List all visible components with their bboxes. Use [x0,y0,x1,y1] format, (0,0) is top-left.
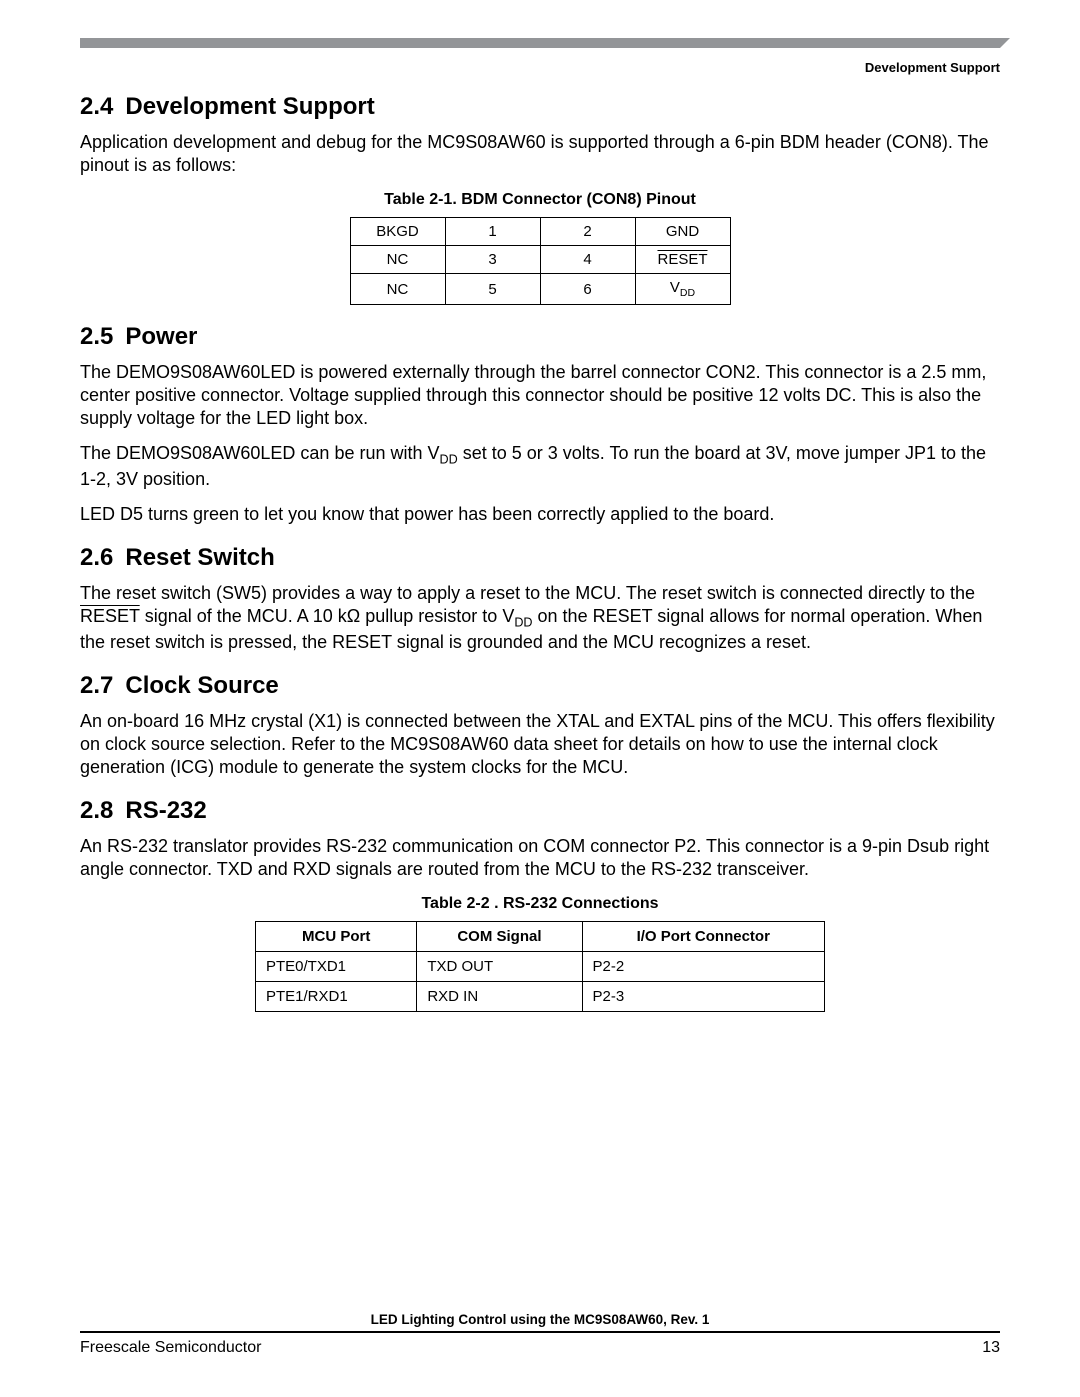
heading-number: 2.4 [80,93,113,120]
paragraph: The DEMO9S08AW60LED is powered externall… [80,361,1000,430]
footer-rule [80,1331,1000,1333]
table-2-2-caption: Table 2-2 . RS-232 Connections [80,895,1000,913]
heading-title: Development Support [125,93,374,120]
heading-title: Reset Switch [125,544,274,571]
heading-number: 2.5 [80,323,113,350]
heading-2-7: 2.7 Clock Source [80,672,1000,700]
table-2-1-caption: Table 2-1. BDM Connector (CON8) Pinout [80,191,1000,209]
table-header-row: MCU Port COM Signal I/O Port Connector [256,921,825,951]
paragraph: The reset switch (SW5) provides a way to… [80,582,1000,654]
heading-number: 2.7 [80,672,113,699]
table-row: BKGD 1 2 GND [350,218,730,246]
heading-title: Power [125,323,197,350]
heading-2-8: 2.8 RS-232 [80,797,1000,825]
page-number: 13 [982,1339,1000,1357]
heading-2-6: 2.6 Reset Switch [80,544,1000,572]
page-footer: LED Lighting Control using the MC9S08AW6… [80,1312,1000,1357]
paragraph: An on-board 16 MHz crystal (X1) is conne… [80,710,1000,779]
paragraph: Application development and debug for th… [80,131,1000,177]
heading-title: Clock Source [125,672,278,699]
table-row: PTE0/TXD1 TXD OUT P2-2 [256,951,825,981]
table-row: PTE1/RXD1 RXD IN P2-3 [256,981,825,1011]
heading-2-4: 2.4 Development Support [80,93,1000,121]
heading-title: RS-232 [125,797,206,824]
table-2-1: BKGD 1 2 GND NC 3 4 RESET NC 5 6 VDD [350,217,731,305]
table-2-2: MCU Port COM Signal I/O Port Connector P… [255,921,825,1012]
paragraph: LED D5 turns green to let you know that … [80,503,1000,526]
top-accent-bar [80,38,1000,48]
heading-2-5: 2.5 Power [80,323,1000,351]
heading-number: 2.6 [80,544,113,571]
heading-number: 2.8 [80,797,113,824]
paragraph: An RS-232 translator provides RS-232 com… [80,835,1000,881]
footer-left: Freescale Semiconductor [80,1339,261,1357]
table-row: NC 3 4 RESET [350,246,730,274]
paragraph: The DEMO9S08AW60LED can be run with VDD … [80,442,1000,491]
table-row: NC 5 6 VDD [350,274,730,305]
footer-title: LED Lighting Control using the MC9S08AW6… [80,1312,1000,1327]
running-header: Development Support [80,60,1000,75]
